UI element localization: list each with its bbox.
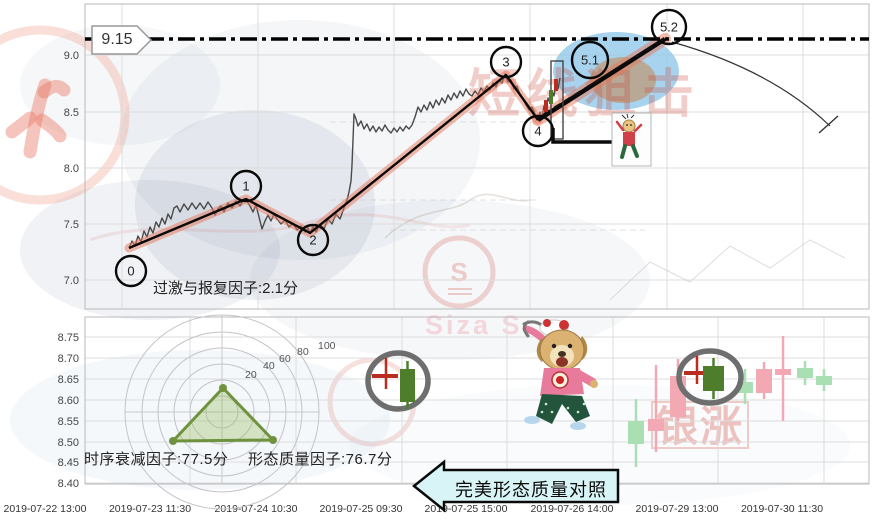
watermark-text: Siza S <box>425 310 523 340</box>
y-tick-label: 8.60 <box>58 395 79 407</box>
y-tick-label: 9.0 <box>64 50 79 62</box>
radar-scale-label: 60 <box>279 353 291 365</box>
pivot-marker-circle <box>521 114 555 148</box>
pivot-marker-label: 0 <box>127 264 134 279</box>
pivot-marker-circle <box>296 223 330 257</box>
y-tick-label: 8.0 <box>64 163 79 175</box>
time-decay-factor-label: 时序衰减因子:77.5分 <box>84 451 229 468</box>
candle-body <box>756 369 772 393</box>
candle-body <box>737 382 753 393</box>
mini-candle <box>549 90 553 104</box>
radar-scale-label: 20 <box>245 369 257 381</box>
x-date-label: 2019-07-25 15:00 <box>425 503 508 515</box>
pivot-marker-circle <box>650 8 688 46</box>
y-tick-label: 8.50 <box>58 437 79 449</box>
x-date-label: 2019-07-29 13:00 <box>636 503 719 515</box>
pivot-marker-label: 3 <box>502 55 509 70</box>
x-date-label: 2019-07-22 13:00 <box>4 503 87 515</box>
wave-watermark-blob <box>10 350 390 490</box>
pivot-marker-circle <box>229 169 263 203</box>
mini-candle <box>554 79 558 91</box>
quality-arrow-label: 完美形态质量对照 <box>455 480 607 500</box>
mini-candle <box>544 100 548 112</box>
watermark-text: 银涨 <box>656 403 744 450</box>
y-tick-label: 7.5 <box>64 219 79 231</box>
overreaction-factor-label: 过激与报复因子:2.1分 <box>153 280 299 297</box>
y-tick-label: 8.40 <box>58 478 79 490</box>
ghost-zigzag-line <box>609 239 846 301</box>
pattern-candle-body <box>703 366 724 391</box>
x-date-label: 2019-07-24 10:30 <box>215 503 298 515</box>
radar-vertex-dot <box>269 436 277 444</box>
mountain-watermark <box>384 193 531 239</box>
y-tick-label: 8.55 <box>58 416 79 428</box>
pivot-marker-label: 1 <box>242 179 249 194</box>
pivot-marker-label: 5.1 <box>581 53 599 68</box>
pivot-marker-label: 2 <box>309 233 316 248</box>
pattern-highlight-ring <box>365 350 431 412</box>
candle-body <box>816 376 832 385</box>
target-price-callout <box>91 25 153 55</box>
mini-mascot-card <box>611 112 652 167</box>
candle-body <box>628 421 644 444</box>
y-tick-label: 8.75 <box>58 332 79 344</box>
x-date-label: 2019-07-25 09:30 <box>320 503 403 515</box>
zigzag-trend-line <box>128 73 539 250</box>
pivot-marker-circle <box>570 40 610 80</box>
y-tick-label: 8.5 <box>64 107 79 119</box>
y-tick-label: 7.0 <box>64 275 79 287</box>
pattern-highlight-ring <box>676 348 744 406</box>
pattern-quality-factor-label: 形态质量因子:76.7分 <box>248 451 393 468</box>
forecast-curve <box>671 41 831 127</box>
y-tick-label: 8.65 <box>58 374 79 386</box>
candle-body <box>775 369 791 375</box>
target-price-label: 9.15 <box>101 31 133 48</box>
x-date-label: 2019-07-26 14:00 <box>531 503 614 515</box>
pivot-marker-label: 4 <box>534 124 541 139</box>
candle-body <box>797 368 813 378</box>
pattern-candle-body <box>400 369 415 402</box>
candle-body <box>648 419 664 431</box>
radar-vertex-dot <box>219 384 227 392</box>
radar-scale-label: 40 <box>263 360 275 372</box>
pivot-marker-label: 5.2 <box>660 20 678 35</box>
x-date-label: 2019-07-23 11:30 <box>109 503 191 515</box>
grid-layer: 9.0 8.5 8.0 7.5 7.0 8.75 8.70 8.65 8.60 8.55 8.50 8… <box>4 3 870 515</box>
radar-scale-label: 100 <box>318 340 336 352</box>
red-stamp-stroke <box>23 78 52 159</box>
seal-ring <box>422 235 496 309</box>
forecast-curve-end-tick <box>818 115 839 134</box>
marker-layer: 0 1 2 3 4 5.1 5.2 <box>114 8 688 288</box>
annotation-connector <box>551 128 612 144</box>
y-tick-label: 8.70 <box>58 353 79 365</box>
red-stamp-stroke <box>5 111 37 139</box>
top-plot-area[interactable] <box>84 3 870 310</box>
radar-scale-label: 80 <box>297 346 309 358</box>
red-stamp-stroke <box>35 113 67 143</box>
red-stamp-stroke <box>37 79 71 99</box>
seal-letter: S <box>450 257 467 287</box>
thick-trend-segment <box>536 37 667 122</box>
red-stamp-ring <box>0 25 130 205</box>
y-tick-label: 8.45 <box>58 457 79 469</box>
radar-vertex-dot <box>169 437 177 445</box>
radar-triangle <box>171 386 275 443</box>
pivot-marker-circle <box>114 254 148 288</box>
x-date-label: 2019-07-30 11:30 <box>741 503 823 515</box>
quality-arrow-callout <box>411 459 620 513</box>
dog-mascot-illustration <box>522 319 598 430</box>
projection-dashed-line <box>543 40 662 115</box>
pivot-marker-circle <box>489 45 523 79</box>
